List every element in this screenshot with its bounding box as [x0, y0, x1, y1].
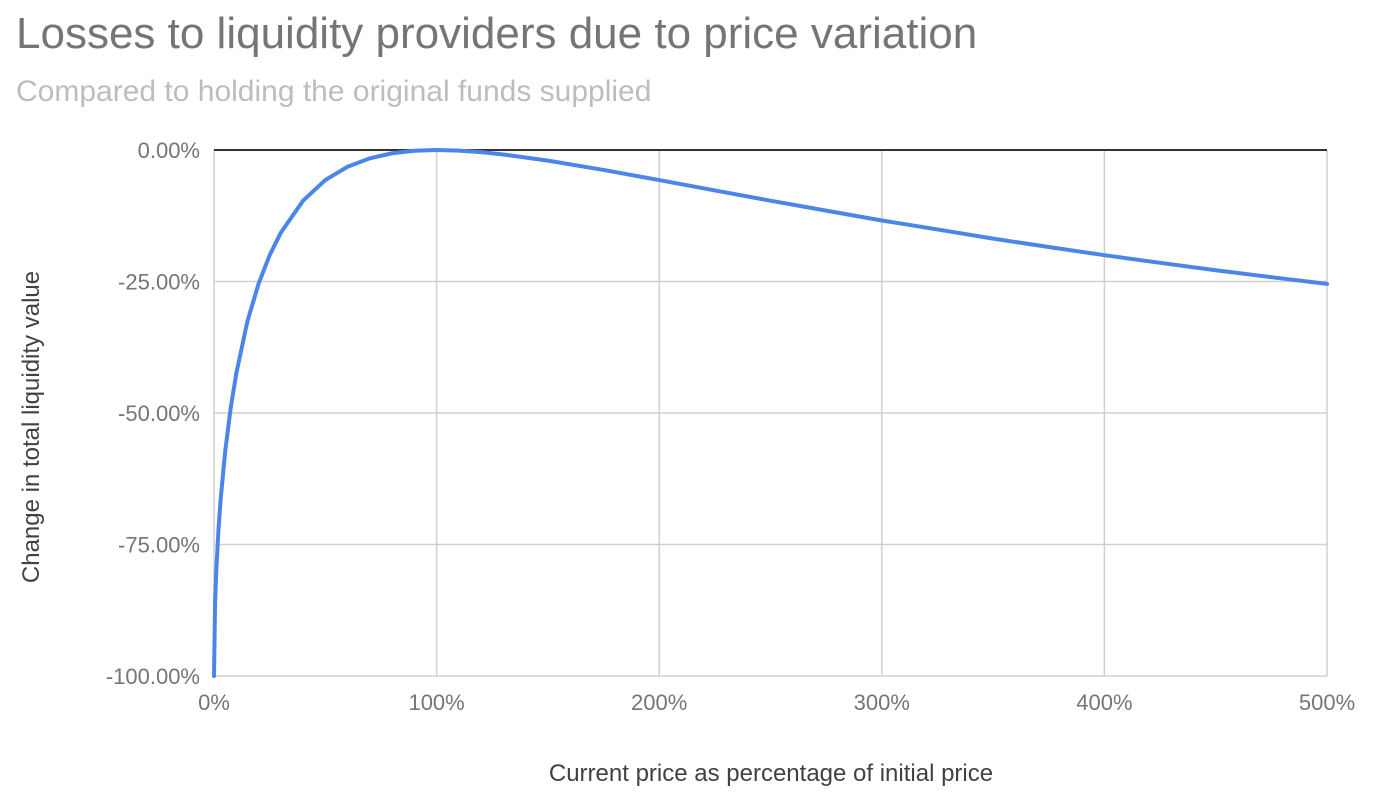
- x-tick-label: 200%: [631, 690, 687, 715]
- x-tick-label: 100%: [408, 690, 464, 715]
- x-tick-label: 300%: [854, 690, 910, 715]
- plot-area: [212, 148, 1329, 678]
- chart-subtitle: Compared to holding the original funds s…: [16, 75, 651, 108]
- y-tick-label: -75.00%: [118, 533, 200, 558]
- chart-title: Losses to liquidity providers due to pri…: [16, 9, 977, 58]
- x-tick-label: 500%: [1299, 690, 1355, 715]
- x-tick-label: 400%: [1076, 690, 1132, 715]
- gridlines: [213, 150, 1328, 677]
- y-tick-label: -100.00%: [106, 664, 200, 689]
- x-tick-label: 0%: [198, 690, 230, 715]
- y-tick-label: -25.00%: [118, 270, 200, 295]
- series-line: [212, 148, 1329, 678]
- y-axis-label: Change in total liquidity value: [18, 271, 45, 583]
- y-axis-ticks: 0.00% -25.00% -50.00% -75.00% -100.00%: [106, 138, 200, 689]
- y-tick-label: 0.00%: [138, 138, 200, 163]
- y-tick-label: -50.00%: [118, 401, 200, 426]
- x-axis-ticks: 0% 100% 200% 300% 400% 500%: [198, 690, 1355, 715]
- x-axis-label: Current price as percentage of initial p…: [549, 760, 993, 787]
